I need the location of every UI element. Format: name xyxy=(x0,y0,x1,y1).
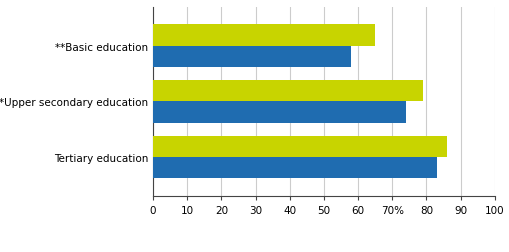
Bar xyxy=(153,137,446,158)
Bar xyxy=(153,46,351,68)
Bar xyxy=(153,158,436,179)
Bar xyxy=(153,81,422,102)
Bar xyxy=(153,25,374,46)
Bar xyxy=(153,102,405,123)
